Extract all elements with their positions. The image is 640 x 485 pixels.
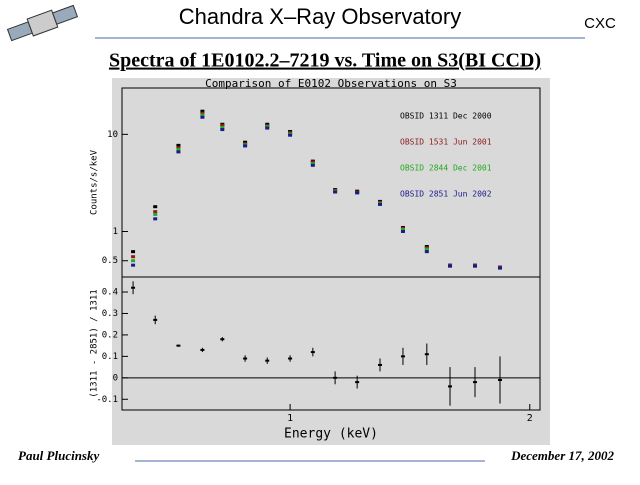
data-point [310,351,315,354]
data-point [310,163,315,167]
data-point [243,144,248,148]
data-point [448,264,453,268]
legend-entry: OBSID 1311 Dec 2000 [400,112,492,121]
data-point [473,381,478,384]
plot-frame [121,276,541,411]
footer-author: Paul Plucinsky [18,448,99,463]
data-point [265,126,270,130]
data-point [153,318,158,321]
x-axis-label: Energy (keV) [284,427,378,442]
data-point [424,247,429,251]
data-point [400,355,405,358]
data-point [153,205,158,209]
data-point [498,266,503,270]
data-point [310,162,315,166]
data-point [473,264,478,268]
data-point [131,259,136,263]
y-tick-label: 0.3 [102,309,118,319]
y-tick-label: 0 [113,373,118,383]
data-point [176,147,181,151]
data-point [288,133,293,137]
data-point [333,190,338,194]
data-point [243,140,248,144]
legend-entry: OBSID 1531 Jun 2001 [400,138,492,147]
data-point [400,229,405,233]
data-point [176,150,181,154]
data-point [424,353,429,356]
data-point [176,146,181,150]
header-org: CXC [584,15,616,32]
data-point [200,111,205,115]
data-point [153,217,158,221]
data-point [200,115,205,119]
header-title: Chandra X–Ray Observatory [179,4,461,29]
data-point [176,344,181,347]
y-tick-label: 0.5 [102,256,118,266]
legend-entry: OBSID 2851 Jun 2002 [400,190,492,199]
data-point [131,286,136,289]
data-point [424,250,429,254]
data-point [498,378,503,381]
data-point [200,348,205,351]
data-point [131,263,136,267]
data-point [310,160,315,164]
data-point [176,143,181,147]
data-point [355,381,360,384]
y-axis-label: (1311 - 2851) / 1311 [90,289,100,397]
data-point [355,191,360,195]
data-point [333,376,338,379]
data-point [220,128,225,132]
footer-date: December 17, 2002 [510,448,614,463]
data-point [131,255,136,259]
chart-title: Comparison of E0102 Observations on S3 [205,77,457,90]
data-point [200,113,205,117]
data-point [220,123,225,127]
data-point [243,357,248,360]
data-point [200,109,205,113]
plot-background [112,78,550,445]
data-point [288,357,293,360]
x-tick-label: 2 [527,413,533,424]
data-point [378,202,383,206]
data-point [400,227,405,231]
y-tick-label: -0.1 [96,395,118,405]
y-tick-label: 0.4 [102,288,118,298]
data-point [220,125,225,129]
data-point [265,359,270,362]
x-tick-label: 1 [287,413,293,424]
y-axis-label: Counts/s/keV [90,149,100,215]
data-point [153,210,158,214]
data-point [220,338,225,341]
y-tick-label: 1 [113,227,118,237]
y-tick-label: 10 [107,130,118,140]
data-point [378,363,383,366]
subtitle: Spectra of 1E0102.2–7219 vs. Time on S3(… [109,50,541,72]
satellite-icon [6,4,79,42]
y-tick-label: 0.1 [102,352,118,362]
legend-entry: OBSID 2844 Dec 2001 [400,164,492,173]
data-point [448,385,453,388]
data-point [153,212,158,216]
y-tick-label: 0.2 [102,330,118,340]
data-point [131,250,136,254]
